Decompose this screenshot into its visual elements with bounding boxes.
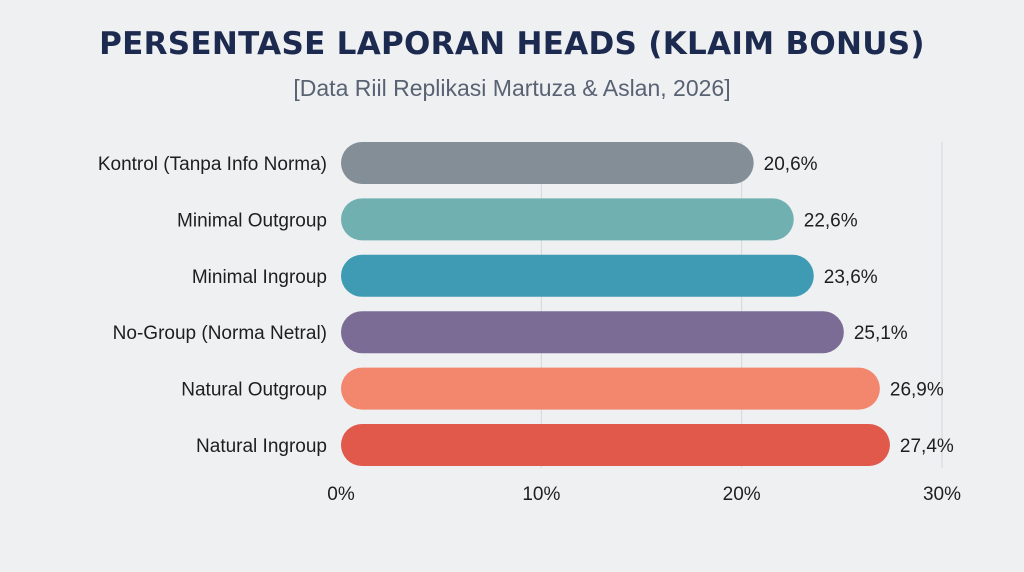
x-tick-label: 0% (327, 484, 355, 505)
bar (341, 311, 844, 354)
chart-title: PERSENTASE LAPORAN HEADS (KLAIM BONUS) (99, 26, 925, 62)
data-label: 23,6% (824, 267, 878, 288)
bar (341, 198, 794, 241)
data-label: 27,4% (900, 436, 954, 457)
category-label: Natural Outgroup (181, 380, 327, 401)
category-label: Kontrol (Tanpa Info Norma) (98, 154, 327, 175)
data-label: 26,9% (890, 380, 944, 401)
labels: Kontrol (Tanpa Info Norma) 20,6% Minimal O… (98, 154, 954, 457)
x-tick-label: 10% (522, 484, 560, 505)
x-tick-label: 20% (723, 484, 761, 505)
data-label: 20,6% (764, 154, 818, 175)
data-label: 22,6% (804, 210, 858, 231)
bar (341, 254, 814, 297)
chart-subtitle: [Data Riil Replikasi Martuza & Aslan, 20… (293, 75, 731, 101)
x-tick-label: 30% (923, 484, 961, 505)
category-label: Minimal Outgroup (177, 210, 327, 231)
bar (341, 424, 890, 466)
bars (341, 142, 890, 466)
x-axis-ticks: 0% 10% 20% 30% (327, 484, 961, 505)
category-label: Natural Ingroup (196, 436, 327, 457)
gridlines (540, 142, 943, 468)
bar (341, 367, 880, 410)
bar (341, 142, 754, 184)
category-label: No-Group (Norma Netral) (113, 323, 327, 344)
category-label: Minimal Ingroup (192, 267, 327, 288)
data-label: 25,1% (854, 323, 908, 344)
